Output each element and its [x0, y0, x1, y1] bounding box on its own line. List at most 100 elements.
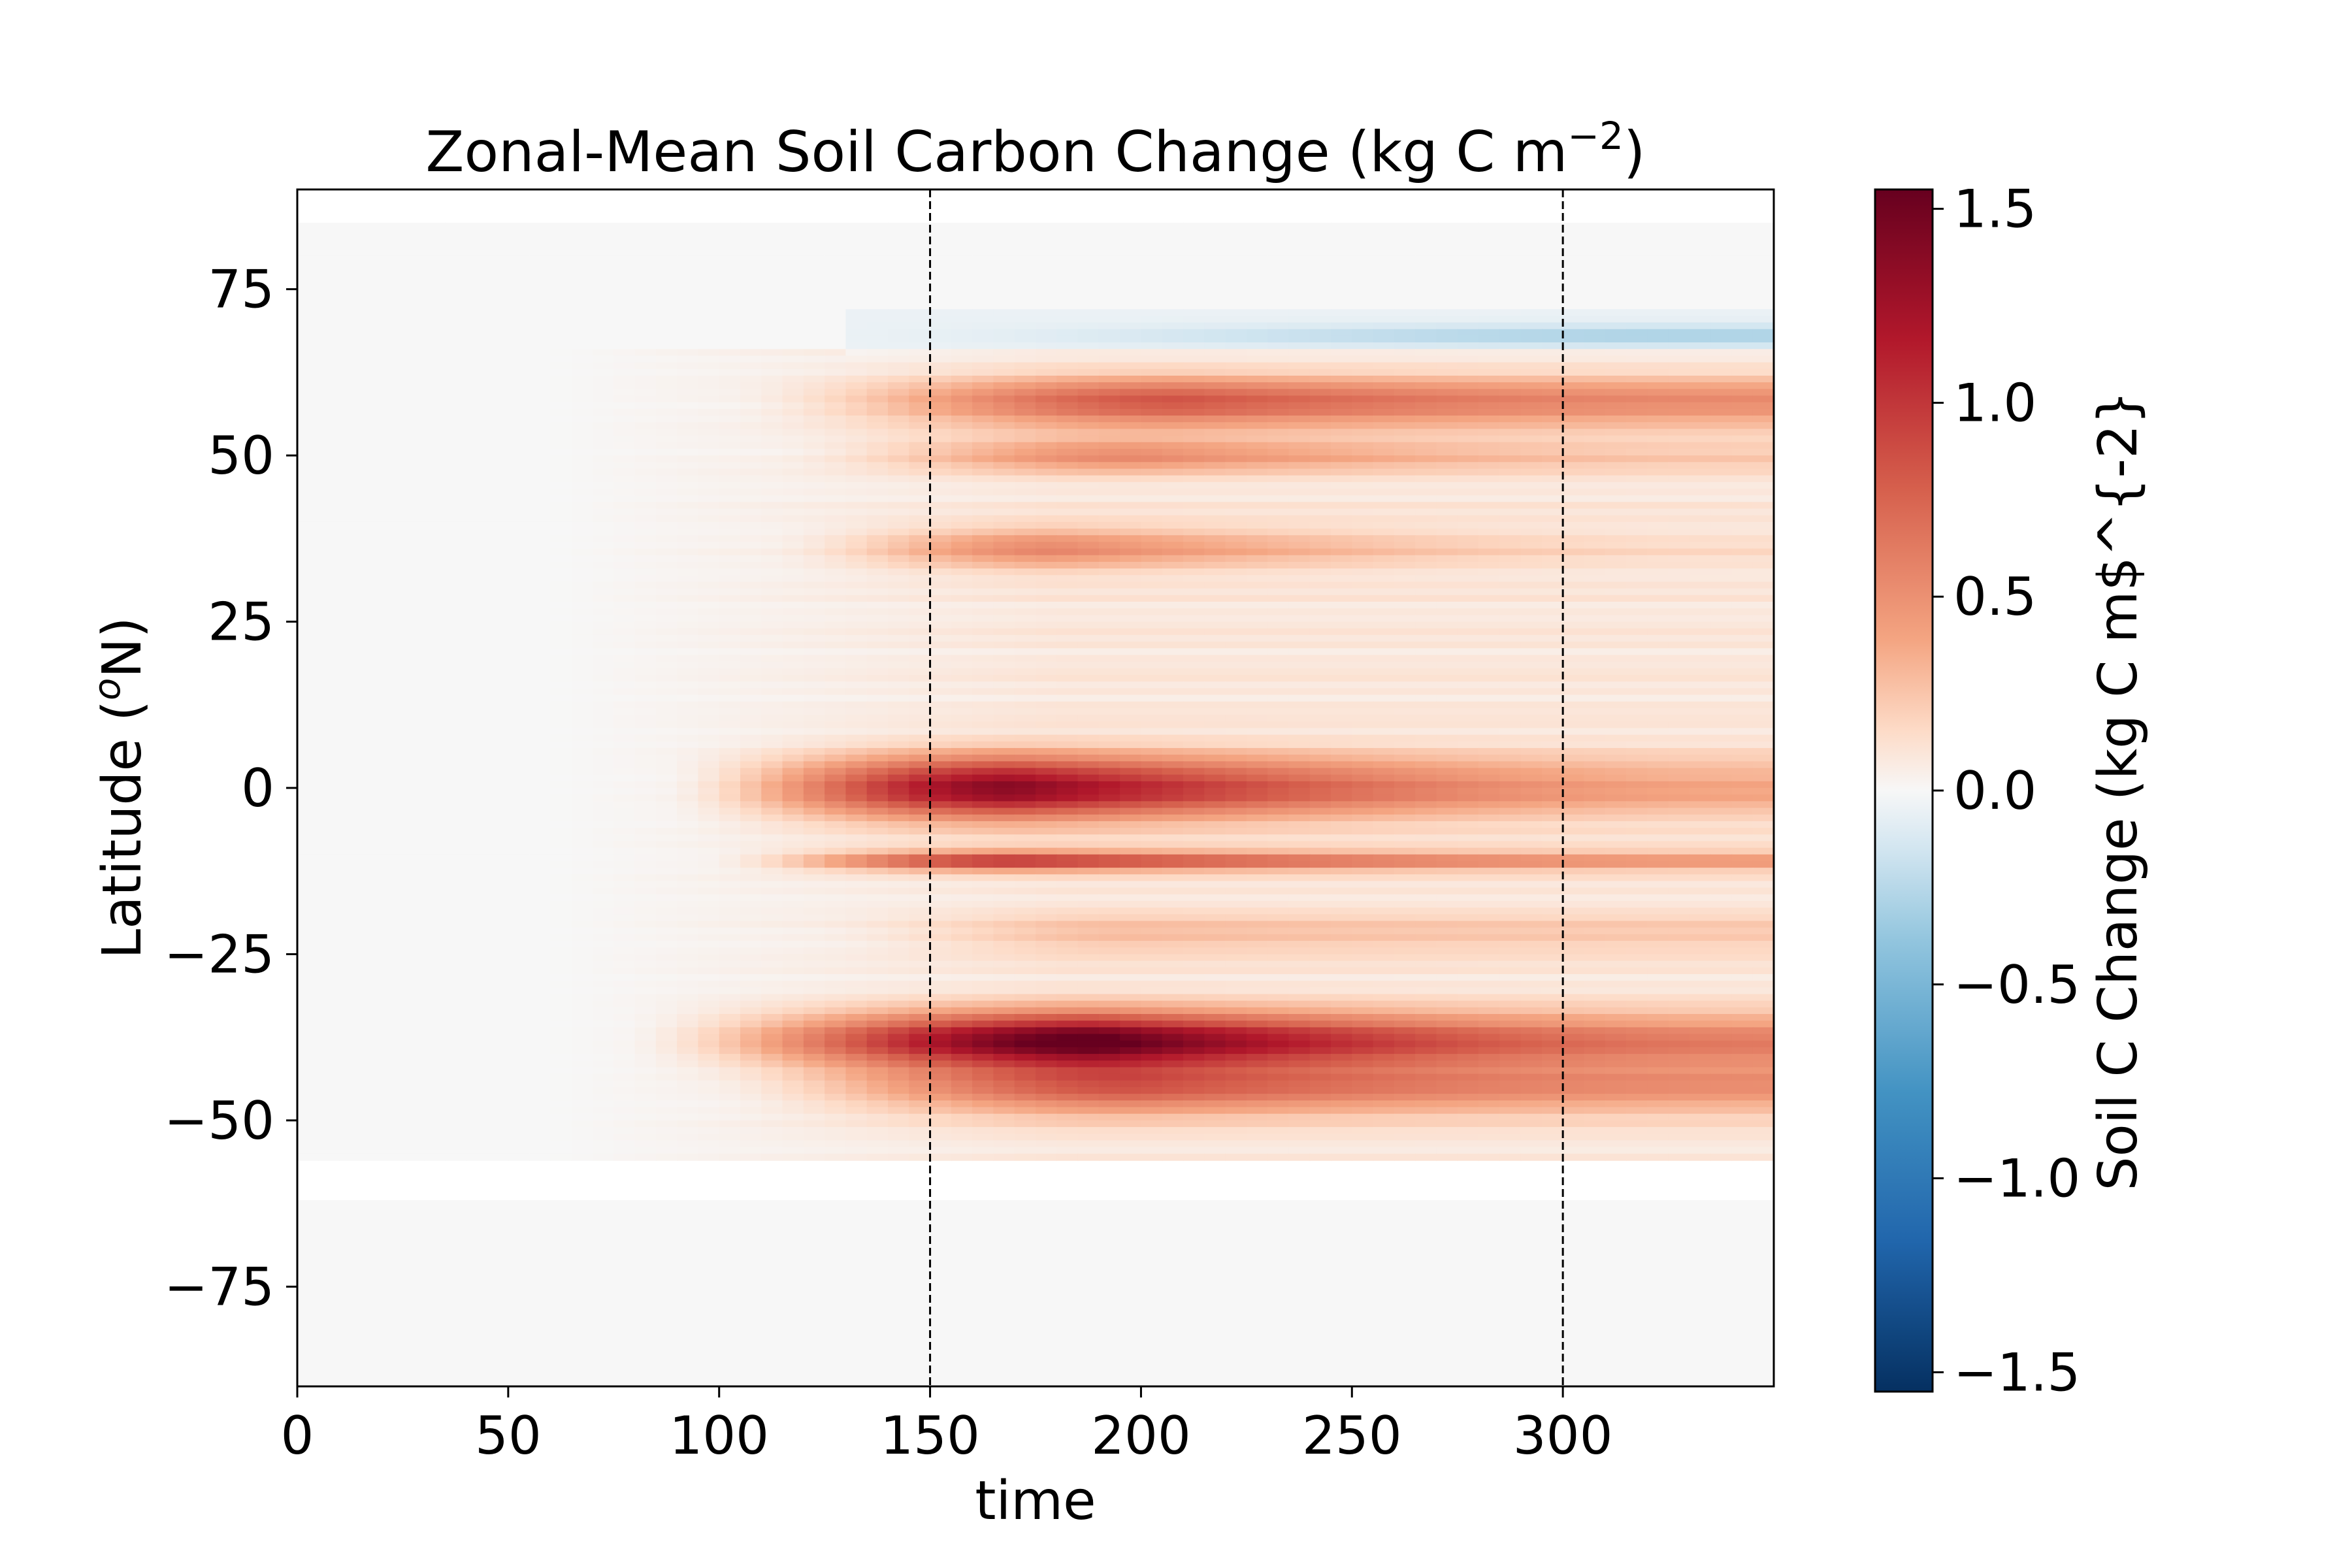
heatmap-cell [1394, 595, 1416, 602]
heatmap-cell [1415, 575, 1437, 583]
heatmap-cell [1120, 521, 1142, 529]
heatmap-cell [1036, 529, 1058, 536]
heatmap-cell [972, 648, 994, 656]
heatmap-cell [698, 269, 720, 277]
heatmap-cell [1309, 575, 1331, 583]
heatmap-cell [951, 515, 973, 523]
heatmap-cell [529, 222, 551, 230]
heatmap-cell [550, 302, 572, 310]
heatmap-cell [803, 694, 825, 702]
heatmap-cell [1056, 302, 1079, 310]
heatmap-cell [782, 362, 804, 370]
heatmap-cell [825, 575, 847, 583]
heatmap-cell [1436, 395, 1458, 403]
heatmap-cell [529, 416, 551, 423]
heatmap-cell [1098, 335, 1120, 343]
heatmap-cell [1563, 668, 1585, 676]
heatmap-cell [1014, 335, 1036, 343]
heatmap-cell [1689, 276, 1711, 284]
heatmap-cell [1056, 375, 1079, 383]
heatmap-cell [360, 422, 382, 430]
heatmap-cell [761, 448, 783, 456]
heatmap-cell [1499, 529, 1522, 536]
heatmap-cell [445, 462, 467, 470]
heatmap-cell [930, 495, 952, 503]
heatmap-cell [1141, 642, 1163, 649]
heatmap-cell [466, 502, 488, 510]
heatmap-cell [909, 255, 931, 263]
heatmap-cell [951, 455, 973, 463]
heatmap-cell [719, 588, 741, 596]
heatmap-cell [1309, 489, 1331, 496]
heatmap-cell [1541, 455, 1563, 463]
heatmap-cell [1541, 688, 1563, 696]
heatmap-cell [1520, 575, 1543, 583]
heatmap-cell [360, 329, 382, 336]
heatmap-cell [719, 515, 741, 523]
heatmap-cell [634, 242, 657, 250]
heatmap-cell [1246, 375, 1268, 383]
heatmap-cell [360, 608, 382, 616]
heatmap-cell [1120, 588, 1142, 596]
heatmap-cell [1120, 661, 1142, 669]
heatmap-cell [1457, 595, 1479, 602]
heatmap-cell [719, 402, 741, 410]
heatmap-cell [845, 681, 868, 689]
heatmap-cell [1246, 316, 1268, 323]
heatmap-cell [1225, 642, 1247, 649]
heatmap-cell [1331, 608, 1353, 616]
heatmap-cell [550, 688, 572, 696]
heatmap-cell [1352, 249, 1374, 257]
heatmap-cell [1605, 329, 1627, 336]
heatmap-cell [1499, 416, 1522, 423]
heatmap-cell [529, 402, 551, 410]
heatmap-cell [339, 642, 361, 649]
heatmap-cell [339, 255, 361, 263]
heatmap-cell [529, 581, 551, 589]
heatmap-cell [845, 362, 868, 370]
heatmap-cell [1499, 322, 1522, 330]
heatmap-cell [1710, 289, 1733, 297]
heatmap-cell [866, 342, 889, 350]
heatmap-cell [550, 416, 572, 423]
heatmap-cell [1520, 455, 1543, 463]
heatmap-cell [888, 408, 910, 416]
heatmap-cell [318, 269, 340, 277]
heatmap-cell [825, 408, 847, 416]
heatmap-cell [761, 688, 783, 696]
heatmap-cell [740, 694, 762, 702]
heatmap-cell [1162, 455, 1184, 463]
heatmap-cell [1014, 435, 1036, 443]
heatmap-cell [972, 602, 994, 609]
heatmap-cell [1647, 542, 1669, 549]
heatmap-cell [825, 681, 847, 689]
heatmap-cell [318, 628, 340, 636]
heatmap-cell [761, 382, 783, 390]
heatmap-cell [909, 442, 931, 449]
heatmap-cell [1352, 548, 1374, 556]
heatmap-cell [445, 628, 467, 636]
heatmap-cell [1162, 548, 1184, 556]
heatmap-cell [803, 608, 825, 616]
heatmap-cell [1014, 655, 1036, 662]
heatmap-cell [1478, 561, 1501, 569]
heatmap-cell [1352, 395, 1374, 403]
heatmap-cell [1183, 575, 1205, 583]
heatmap-cell [571, 276, 593, 284]
heatmap-cell [1584, 655, 1606, 662]
heatmap-cell [930, 229, 952, 237]
heatmap-cell [1331, 468, 1353, 476]
heatmap-cell [1499, 236, 1522, 244]
heatmap-cell [1731, 416, 1754, 423]
heatmap-cell [550, 322, 572, 330]
heatmap-cell [782, 236, 804, 244]
heatmap-cell [866, 489, 889, 496]
heatmap-cell [318, 489, 340, 496]
heatmap-cell [613, 634, 636, 642]
heatmap-cell [571, 342, 593, 350]
heatmap-cell [1394, 255, 1416, 263]
heatmap-cell [318, 422, 340, 430]
heatmap-cell [445, 621, 467, 629]
heatmap-cell [761, 362, 783, 370]
heatmap-cell [1710, 668, 1733, 676]
